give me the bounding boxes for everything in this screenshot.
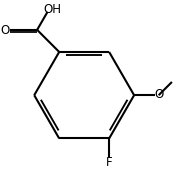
Text: OH: OH (43, 3, 61, 16)
Text: O: O (154, 88, 163, 101)
Text: O: O (0, 24, 10, 37)
Text: F: F (106, 156, 112, 169)
